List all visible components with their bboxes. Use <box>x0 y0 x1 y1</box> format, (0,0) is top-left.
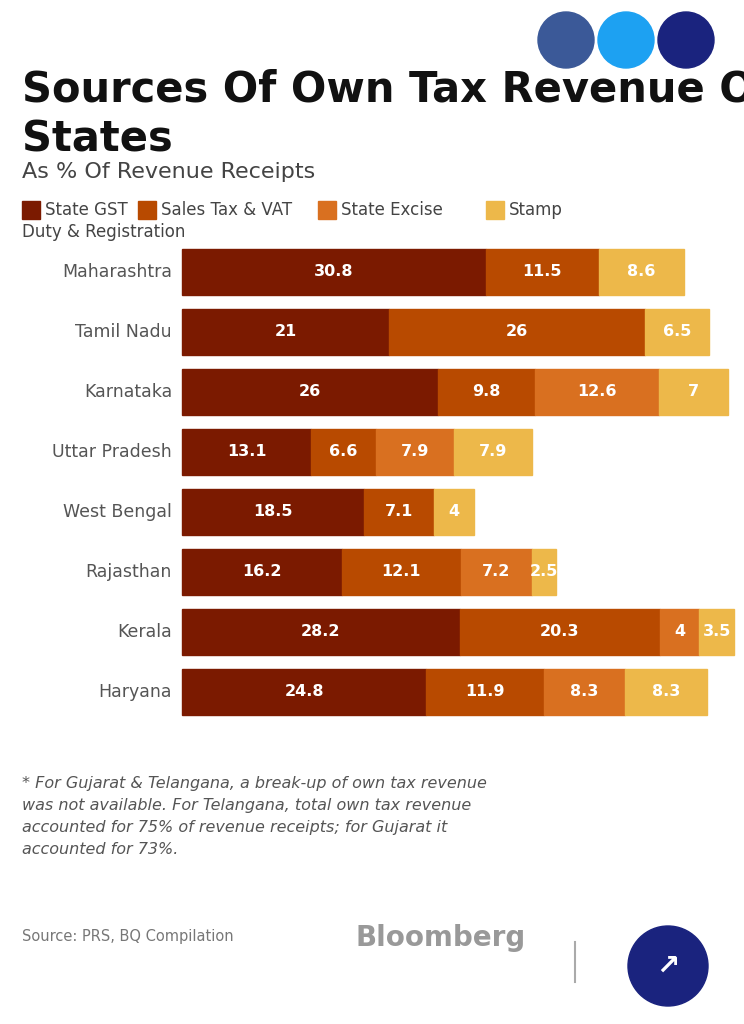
Bar <box>438 369 535 415</box>
Bar <box>182 369 438 415</box>
Text: 11.9: 11.9 <box>465 684 504 699</box>
Text: 8.6: 8.6 <box>627 264 655 280</box>
Bar <box>341 549 461 595</box>
Bar <box>182 669 426 715</box>
Bar <box>532 549 557 595</box>
Bar <box>659 369 728 415</box>
Bar <box>376 429 454 475</box>
Text: Source: PRS, BQ Compilation: Source: PRS, BQ Compilation <box>22 929 234 944</box>
Text: 12.6: 12.6 <box>577 384 617 399</box>
Bar <box>626 669 708 715</box>
Bar <box>486 249 599 295</box>
Text: 24.8: 24.8 <box>284 684 324 699</box>
Circle shape <box>658 12 714 68</box>
Text: Karnataka: Karnataka <box>84 383 172 401</box>
Bar <box>22 201 40 219</box>
Text: ↗: ↗ <box>656 952 679 980</box>
Text: 26: 26 <box>299 384 321 399</box>
Bar <box>311 429 376 475</box>
Bar <box>389 309 645 355</box>
Bar <box>182 549 341 595</box>
Text: State GST: State GST <box>45 201 128 219</box>
Text: Sales Tax & VAT: Sales Tax & VAT <box>161 201 292 219</box>
Text: 6.6: 6.6 <box>330 444 358 460</box>
Text: 7.9: 7.9 <box>478 444 507 460</box>
Text: Tamil Nadu: Tamil Nadu <box>75 323 172 341</box>
Circle shape <box>598 12 654 68</box>
Bar <box>535 369 659 415</box>
Circle shape <box>628 926 708 1006</box>
Bar <box>486 201 504 219</box>
Text: accounted for 73%.: accounted for 73%. <box>22 842 179 857</box>
Text: 7.1: 7.1 <box>385 505 414 519</box>
Text: 8.3: 8.3 <box>652 684 681 699</box>
Bar <box>645 309 709 355</box>
Text: 9.8: 9.8 <box>472 384 501 399</box>
Bar <box>660 609 699 655</box>
Bar <box>318 201 336 219</box>
Bar <box>454 429 532 475</box>
Text: 18.5: 18.5 <box>254 505 293 519</box>
Text: accounted for 75% of revenue receipts; for Gujarat it: accounted for 75% of revenue receipts; f… <box>22 820 447 835</box>
Text: Uttar Pradesh: Uttar Pradesh <box>52 443 172 461</box>
Text: 28.2: 28.2 <box>301 625 341 640</box>
Text: 4: 4 <box>674 625 685 640</box>
Text: West Bengal: West Bengal <box>63 503 172 521</box>
Bar <box>182 309 389 355</box>
Bar <box>182 249 486 295</box>
Text: 8.3: 8.3 <box>571 684 599 699</box>
Bar <box>460 609 660 655</box>
Circle shape <box>538 12 594 68</box>
Text: 7.2: 7.2 <box>482 564 510 580</box>
Text: 7.9: 7.9 <box>401 444 429 460</box>
Text: 12.1: 12.1 <box>382 564 421 580</box>
Text: As % Of Revenue Receipts: As % Of Revenue Receipts <box>22 162 315 182</box>
Bar <box>699 609 734 655</box>
Text: State Excise: State Excise <box>341 201 443 219</box>
Text: 13.1: 13.1 <box>227 444 266 460</box>
Text: 20.3: 20.3 <box>540 625 580 640</box>
Bar <box>426 669 544 715</box>
Bar <box>138 201 156 219</box>
Bar <box>461 549 532 595</box>
Bar <box>182 489 365 535</box>
Text: 26: 26 <box>506 325 528 340</box>
Text: 7: 7 <box>688 384 699 399</box>
Text: was not available. For Telangana, total own tax revenue: was not available. For Telangana, total … <box>22 798 471 813</box>
Bar <box>182 609 460 655</box>
Text: Stamp: Stamp <box>509 201 563 219</box>
Bar <box>544 669 626 715</box>
Text: 4: 4 <box>449 505 460 519</box>
Text: Sources Of Own Tax Revenue Of: Sources Of Own Tax Revenue Of <box>22 68 744 110</box>
Text: 2.5: 2.5 <box>530 564 558 580</box>
Text: * For Gujarat & Telangana, a break-up of own tax revenue: * For Gujarat & Telangana, a break-up of… <box>22 776 487 791</box>
Text: Haryana: Haryana <box>98 683 172 701</box>
Text: 3.5: 3.5 <box>702 625 731 640</box>
Text: 6.5: 6.5 <box>663 325 691 340</box>
Text: 30.8: 30.8 <box>314 264 353 280</box>
Text: Duty & Registration: Duty & Registration <box>22 223 185 241</box>
Text: Kerala: Kerala <box>118 623 172 641</box>
Text: Maharashtra: Maharashtra <box>62 263 172 281</box>
Text: States: States <box>22 118 173 160</box>
Bar <box>182 429 311 475</box>
Bar <box>434 489 474 535</box>
Text: Rajasthan: Rajasthan <box>86 563 172 581</box>
Text: Bloomberg: Bloomberg <box>355 924 525 952</box>
Bar <box>365 489 434 535</box>
Text: 16.2: 16.2 <box>242 564 281 580</box>
Text: 11.5: 11.5 <box>522 264 562 280</box>
Bar <box>599 249 684 295</box>
Text: 21: 21 <box>275 325 297 340</box>
